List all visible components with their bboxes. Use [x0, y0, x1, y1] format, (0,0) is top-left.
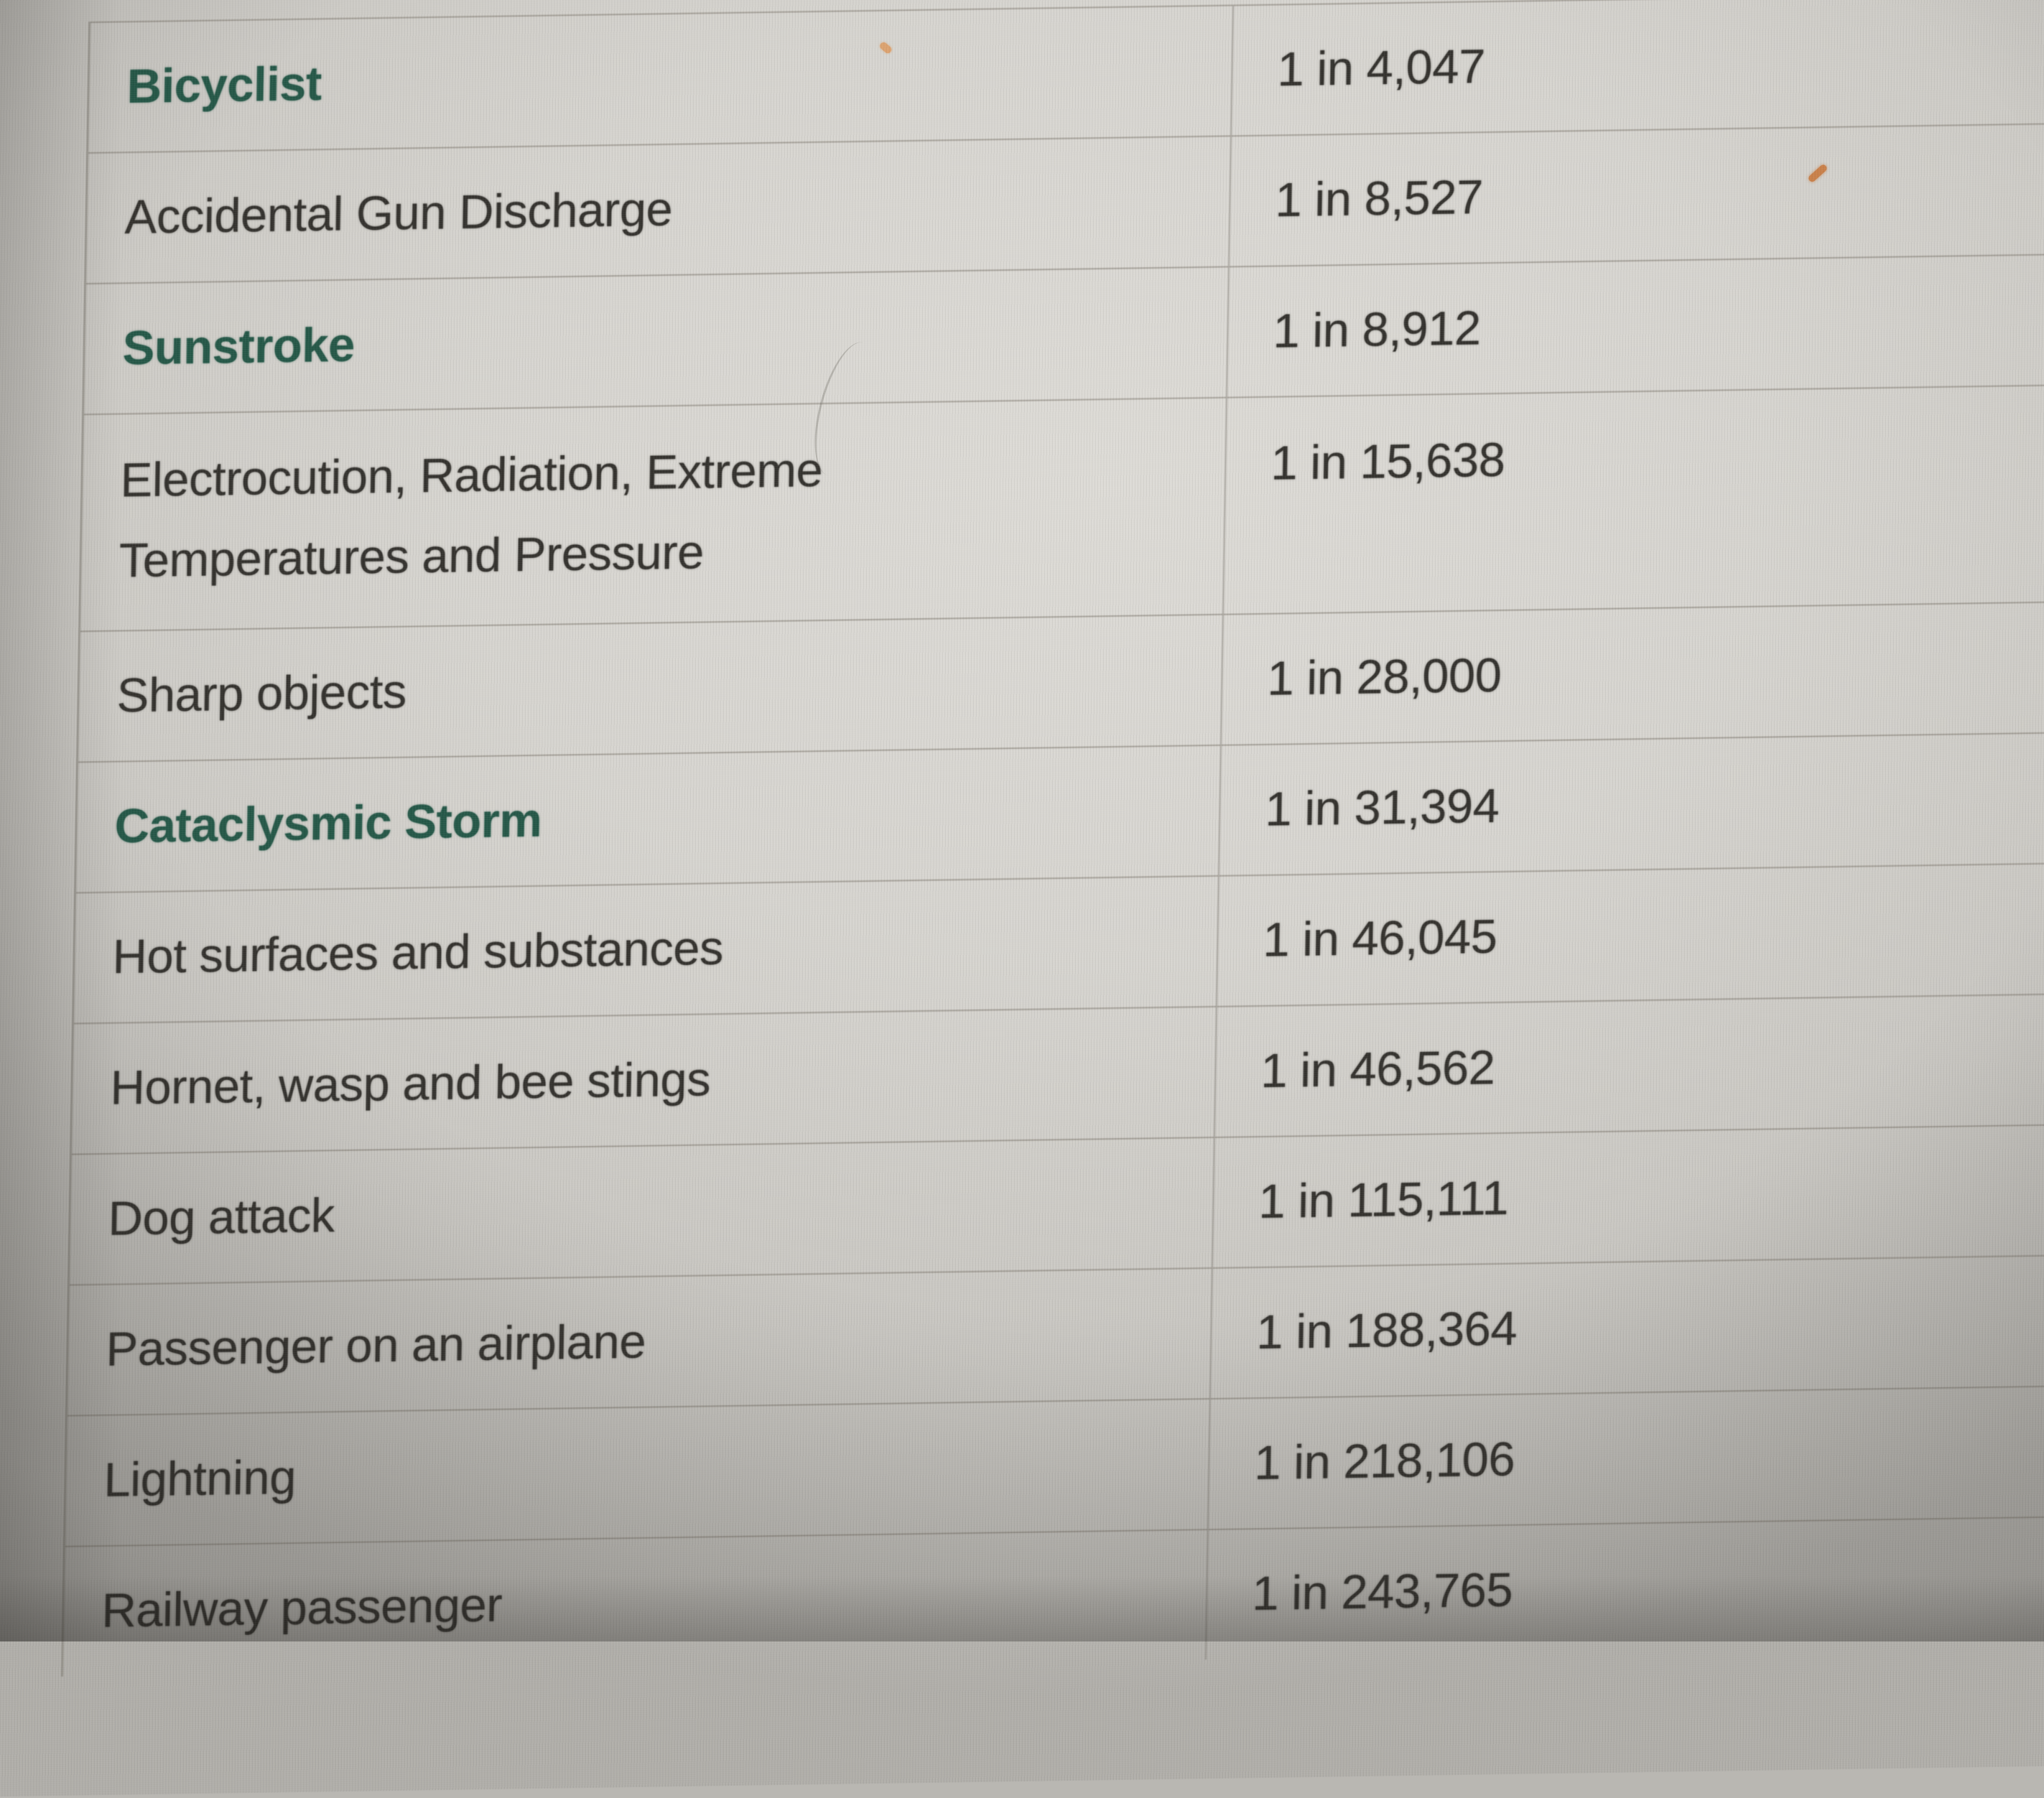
odds-value: 1 in 115,111 [1258, 1170, 1509, 1229]
odds-value: 1 in 46,045 [1262, 910, 1498, 967]
cause-cell: Railway passenger [63, 1530, 1207, 1677]
odds-value: 1 in 4,047 [1276, 39, 1486, 97]
cause-label: Railway passenger [101, 1578, 503, 1639]
cause-cell: Lightning [65, 1399, 1209, 1546]
cause-cell: Dog attack [70, 1138, 1214, 1285]
odds-value: 1 in 31,394 [1264, 778, 1500, 837]
odds-value: 1 in 218,106 [1253, 1432, 1515, 1491]
cause-cell: Hot surfaces and substances [74, 877, 1218, 1023]
cause-link[interactable]: Bicyclist [126, 57, 322, 114]
photographed-screen: { "colors": { "link_green": "#245747", "… [0, 0, 2044, 1641]
cause-link[interactable]: Sunstroke [122, 317, 356, 376]
odds-value: 1 in 46,562 [1260, 1040, 1496, 1098]
cause-cell: Cataclysmic Storm [76, 746, 1220, 893]
odds-cell: 1 in 46,045 [1215, 860, 2044, 1006]
cause-cell: Sunstroke [84, 268, 1228, 414]
cause-cell: Hornet, wasp and bee stings [72, 1007, 1216, 1154]
cause-cell: Bicyclist [88, 6, 1232, 152]
odds-cell: 1 in 188,364 [1209, 1252, 2044, 1399]
odds-value: 1 in 28,000 [1266, 648, 1502, 706]
cause-cell: Sharp objects [78, 615, 1222, 762]
odds-value: 1 in 188,364 [1255, 1301, 1518, 1360]
cause-cell: Electrocution, Radiation, Extreme Temper… [80, 399, 1226, 631]
odds-cell: 1 in 46,562 [1213, 991, 2044, 1137]
odds-cell: 1 in 8,912 [1226, 251, 2044, 397]
table-row: Electrocution, Radiation, Extreme Temper… [80, 381, 2044, 631]
cause-cell: Accidental Gun Discharge [86, 136, 1230, 283]
odds-cell: 1 in 28,000 [1220, 599, 2044, 745]
odds-cell: 1 in 15,638 [1222, 382, 2044, 614]
odds-cell: 1 in 4,047 [1230, 0, 2044, 136]
cause-label: Lightning [103, 1450, 297, 1507]
odds-of-dying-table: Bicyclist 1 in 4,047 Accidental Gun Disc… [61, 0, 2044, 1677]
odds-value: 1 in 8,527 [1274, 170, 1484, 228]
odds-value: 1 in 15,638 [1270, 432, 1506, 490]
odds-cell: 1 in 218,106 [1207, 1383, 2044, 1529]
cause-label: Hornet, wasp and bee stings [109, 1052, 711, 1115]
cause-label: Hot surfaces and substances [111, 921, 724, 984]
odds-value: 1 in 243,765 [1251, 1562, 1513, 1621]
cause-label: Electrocution, Radiation, Extreme Temper… [119, 442, 823, 588]
cause-label: Accidental Gun Discharge [124, 182, 673, 245]
odds-cell: 1 in 115,111 [1211, 1122, 2044, 1268]
cause-link[interactable]: Cataclysmic Storm [114, 793, 542, 854]
odds-cell: 1 in 8,527 [1228, 121, 2044, 266]
cause-label: Dog attack [107, 1188, 335, 1246]
odds-value: 1 in 8,912 [1272, 301, 1482, 358]
cause-label: Passenger on an airplane [105, 1314, 646, 1377]
cause-cell: Passenger on an airplane [68, 1269, 1212, 1415]
cause-label: Sharp objects [116, 664, 407, 723]
odds-cell: 1 in 243,765 [1204, 1514, 2044, 1660]
odds-cell: 1 in 31,394 [1217, 730, 2044, 875]
